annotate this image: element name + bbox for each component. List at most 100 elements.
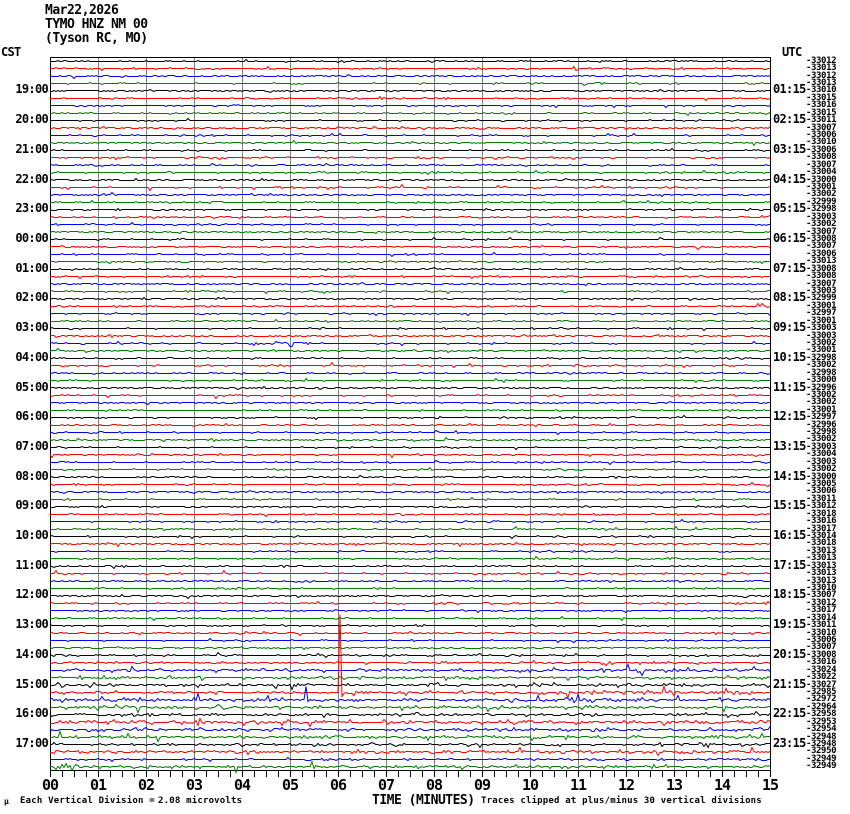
utc-hour-label: 23:15 (773, 736, 806, 750)
trace-offset-value: -33002 (806, 464, 837, 475)
seismogram-trace (49, 311, 771, 317)
seismogram-trace (50, 614, 770, 699)
minute-tick-label: 11 (569, 776, 587, 794)
clip-note: Traces clipped at plus/minus 30 vertical… (481, 796, 762, 806)
x-axis-title: TIME (MINUTES) (372, 793, 475, 808)
seismogram-trace (50, 637, 770, 644)
seismogram-trace (50, 569, 770, 576)
utc-hour-label: 09:15 (773, 320, 806, 335)
utc-hour-label: 22:15 (773, 706, 806, 721)
trace-offset-value: -32972 (806, 694, 837, 705)
seismogram-trace (49, 73, 771, 80)
trace-offset-value: -33017 (806, 605, 837, 616)
utc-hour-label: 05:15 (773, 201, 806, 216)
seismogram-trace (50, 459, 770, 466)
trace-offset-value: -32948 (806, 739, 837, 749)
seismogram-trace (49, 452, 770, 459)
seismogram-trace (50, 445, 770, 451)
trace-offset-value: -33013 (806, 63, 837, 74)
trace-offset-value: -33001 (806, 345, 837, 356)
trace-offset-value: -32950 (806, 746, 837, 757)
trace-offset-value: -33013 (806, 256, 837, 267)
trace-offset-value: -33014 (806, 612, 837, 623)
seismogram-trace (49, 541, 771, 548)
seismogram-trace (49, 534, 770, 540)
minute-tick-label: 08 (425, 776, 443, 794)
trace-offset-value: -33015 (806, 107, 837, 118)
seismogram-trace (50, 385, 771, 391)
scale-note: Each Vertical Division = (20, 796, 155, 806)
seismogram-trace (50, 183, 771, 192)
trace-offset-value: -33007 (806, 122, 837, 133)
trace-offset-value: -33006 (806, 635, 837, 646)
seismogram-trace (50, 236, 771, 242)
seismogram-trace (50, 333, 770, 339)
cst-hour-label: 14:00 (15, 646, 48, 661)
cst-hour-label: 06:00 (15, 409, 48, 424)
seismogram-trace (49, 289, 770, 295)
trace-offset-value: -32998 (806, 204, 837, 215)
trace-offset-value: -33011 (806, 493, 837, 504)
trace-offset-value: -33004 (806, 449, 837, 460)
trace-offset-value: -33000 (806, 174, 837, 185)
cst-hour-label: 01:00 (15, 260, 48, 275)
cst-hour-label: 08:00 (15, 468, 48, 483)
trace-offset-value: -33016 (806, 516, 837, 527)
trace-offset-value: -32958 (806, 709, 837, 720)
seismogram-trace (50, 408, 770, 413)
seismogram-trace (49, 651, 770, 659)
station-code: TYMO HNZ NM 00 (45, 17, 148, 32)
trace-offset-value: -33012 (806, 597, 837, 608)
plot-date: Mar22,2026 (45, 3, 119, 18)
trace-offset-value: -33007 (806, 642, 837, 653)
seismogram-trace (50, 117, 770, 123)
seismogram-trace (50, 318, 770, 324)
seismogram-trace (49, 393, 770, 400)
cst-hour-label: 16:00 (15, 706, 48, 721)
seismogram-trace (50, 65, 770, 72)
trace-offset-value: -33007 (806, 159, 837, 170)
cst-hour-label: 20:00 (15, 112, 48, 127)
seismogram-trace (49, 623, 771, 628)
utc-hour-label: 14:15 (773, 468, 806, 483)
left-timezone-label: CST (1, 45, 21, 59)
cst-hour-label: 17:00 (15, 736, 48, 750)
seismogram-trace (50, 147, 770, 153)
seismogram-trace (50, 600, 771, 606)
trace-offset-value: -33002 (806, 397, 837, 408)
minute-tick-label: 01 (89, 776, 107, 794)
seismogram-trace (49, 371, 771, 376)
plot-frame (50, 57, 771, 771)
trace-offset-value: -32985 (806, 687, 837, 698)
seismogram-trace (50, 549, 770, 554)
trace-offset-value: -33013 (806, 568, 837, 579)
trace-offset-value: -32998 (806, 427, 837, 438)
trace-offset-value: -33002 (806, 337, 837, 348)
utc-hour-label: 20:15 (773, 646, 806, 661)
utc-hour-label: 10:15 (773, 349, 806, 364)
seismogram-trace (49, 674, 771, 682)
trace-offset-value: -33001 (806, 315, 837, 326)
seismogram-trace (50, 266, 770, 272)
seismogram-trace (50, 756, 770, 763)
cst-hour-label: 00:00 (15, 230, 48, 245)
trace-offset-value: -33000 (806, 471, 837, 482)
trace-offset-value: -33003 (806, 323, 837, 334)
trace-offset-value: -33007 (806, 278, 837, 289)
cst-hour-label: 05:00 (15, 379, 48, 394)
utc-hour-label: 15:15 (773, 498, 806, 513)
trace-offset-value: -33013 (806, 575, 837, 586)
trace-offset-value: -33004 (806, 167, 837, 178)
cst-hour-label: 02:00 (15, 290, 48, 305)
utc-hour-label: 01:15 (773, 82, 806, 97)
utc-hour-label: 02:15 (773, 112, 806, 127)
trace-offset-value: -33012 (806, 70, 837, 81)
seismogram-trace (50, 88, 770, 94)
utc-hour-label: 08:15 (773, 290, 806, 305)
trace-offset-value: -33018 (806, 508, 837, 519)
trace-offset-value: -33002 (806, 219, 837, 230)
minute-tick-label: 05 (281, 776, 299, 794)
seismogram-trace (50, 555, 771, 562)
station-location: (Tyson RC, MO) (45, 31, 148, 46)
utc-hour-label: 18:15 (773, 587, 806, 602)
